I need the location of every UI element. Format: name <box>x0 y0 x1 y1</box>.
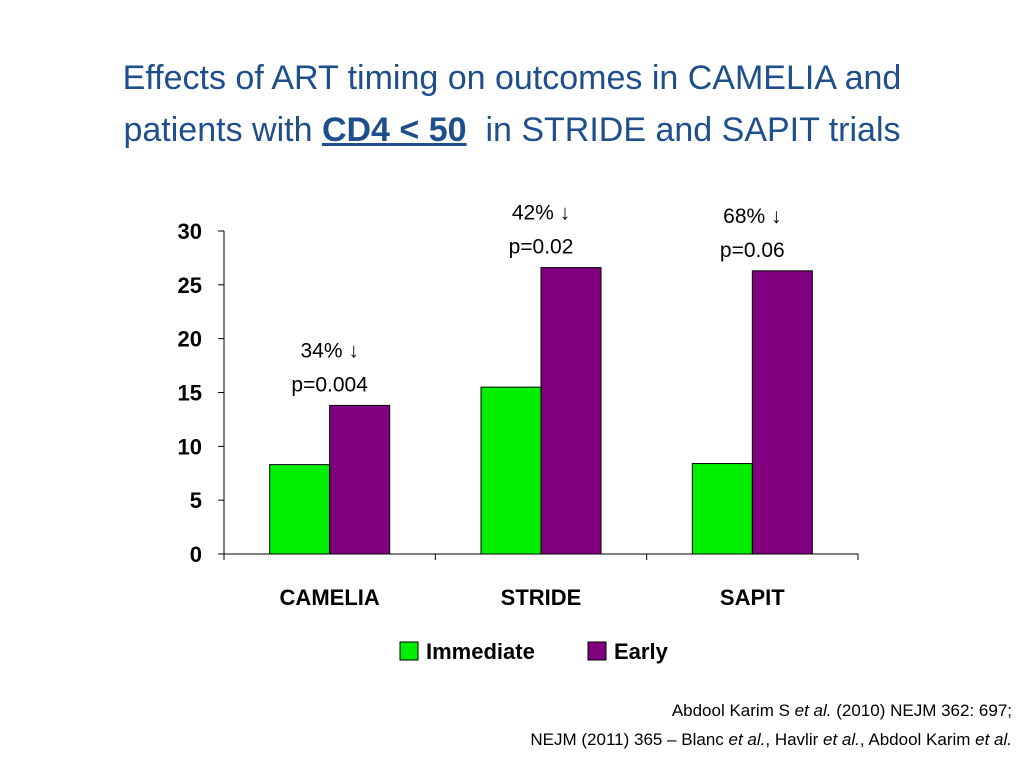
x-tick-label: SAPIT <box>720 585 785 610</box>
citation-etal: et al. <box>794 701 832 720</box>
title-line-1: Effects of ART timing on outcomes in CAM… <box>122 59 902 97</box>
citation-line-2: NEJM (2011) 365 – Blanc et al., Havlir e… <box>530 725 1012 754</box>
legend-swatch-immediate <box>399 641 419 661</box>
citation-text: Abdool Karim S <box>671 701 795 720</box>
title-line-2-suffix: in STRIDE and SAPIT trials <box>485 111 901 149</box>
y-tick-label: 5 <box>190 488 202 513</box>
annotation-reduction: 34% ↓ <box>300 339 358 362</box>
title-line-2: patients with CD4 < 50 in STRIDE and SAP… <box>40 104 984 156</box>
citation: Abdool Karim S et al. (2010) NEJM 362: 6… <box>530 696 1012 754</box>
bar-immediate-camelia <box>269 464 331 555</box>
y-tick-label: 0 <box>190 542 202 567</box>
y-tick-label: 10 <box>178 434 202 459</box>
annotation-p-value: p=0.02 <box>509 236 574 259</box>
citation-line-1: Abdool Karim S et al. (2010) NEJM 362: 6… <box>530 696 1012 725</box>
legend-label-immediate: Immediate <box>426 639 535 664</box>
x-tick-label: CAMELIA <box>280 585 380 610</box>
bar-chart: 0 5 10 15 20 25 30 CAMELIA 34% ↓ p=0.004 STRIDE 42%… <box>178 202 859 664</box>
citation-text: (2010) NEJM 362: 697; <box>831 701 1012 720</box>
citation-text: NEJM (2011) 365 – Blanc <box>530 730 729 749</box>
annotation-reduction: 42% ↓ <box>512 202 570 225</box>
citation-text: , Havlir <box>765 730 823 749</box>
y-tick-label: 15 <box>178 381 202 406</box>
bar-early-stride <box>540 267 602 555</box>
y-tick-label: 30 <box>178 219 202 244</box>
x-tick-label: STRIDE <box>501 585 582 610</box>
title-cd4-highlight: CD4 < 50 <box>321 111 467 149</box>
citation-etal: et al. <box>823 730 860 749</box>
y-tick-label: 25 <box>178 273 202 298</box>
bar-immediate-sapit <box>691 463 753 555</box>
y-tick-label: 20 <box>178 327 202 352</box>
annotation-p-value: p=0.004 <box>291 373 368 396</box>
bar-immediate-stride <box>480 386 542 555</box>
slide-title: Effects of ART timing on outcomes in CAM… <box>40 52 984 156</box>
annotation-reduction: 68% ↓ <box>723 205 781 228</box>
legend-swatch-early <box>587 641 607 661</box>
bar-early-camelia <box>329 404 391 555</box>
citation-etal: et al. <box>728 730 766 749</box>
title-line-2-prefix: patients with <box>123 111 322 149</box>
bar-early-sapit <box>751 270 813 555</box>
citation-text: , Abdool Karim <box>859 730 976 749</box>
annotation-p-value: p=0.06 <box>720 239 785 262</box>
legend-label-early: Early <box>614 639 669 664</box>
citation-etal: et al. <box>975 730 1012 749</box>
